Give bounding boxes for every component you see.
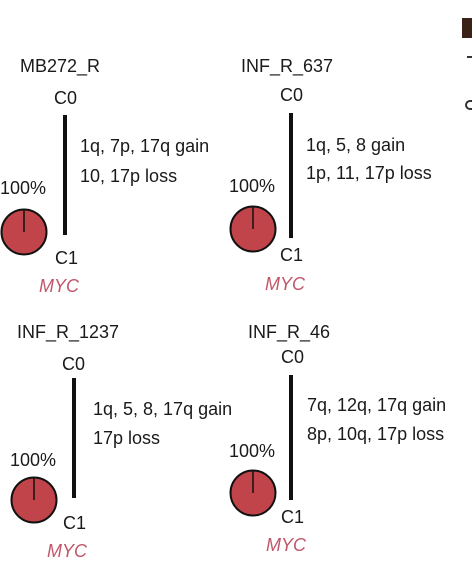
clone-percent: 100% (229, 441, 276, 461)
tree-panel-mb272: MB272_R C0 1q, 7p, 17q gain 10, 17p loss… (0, 0, 236, 296)
clone-percent: 100% (10, 450, 57, 470)
sample-label: INF_R_637 (241, 56, 334, 76)
leaf-node-label: C1 (55, 248, 79, 268)
leaf-node-label: C1 (63, 513, 87, 533)
root-node-label: C0 (54, 88, 78, 108)
tree-panel-inf46: INF_R_46 C0 7q, 12q, 17q gain 8p, 10q, 1… (0, 0, 446, 555)
clone-pie-icon (229, 469, 277, 517)
root-node-label: C0 (280, 85, 304, 105)
tree-edge (63, 115, 67, 235)
sample-label: INF_R_46 (248, 322, 331, 342)
gene-label: MYC (266, 535, 306, 555)
gain-events: 1q, 5, 8 gain (306, 135, 406, 155)
leaf-node-label: C1 (281, 507, 305, 527)
gain-events: 1q, 5, 8, 17q gain (93, 399, 233, 419)
tree-panel-inf637: INF_R_637 C0 1q, 5, 8 gain 1p, 11, 17p l… (0, 0, 432, 294)
clone-percent: 100% (0, 178, 47, 198)
gene-label: MYC (265, 274, 305, 294)
tree-edge (289, 113, 293, 238)
tree-edge (72, 378, 76, 498)
cropped-fragment (462, 18, 472, 38)
sample-label: MB272_R (20, 56, 101, 76)
cropped-fragment (467, 56, 472, 58)
clone-percent: 100% (229, 176, 276, 196)
tree-panel-inf1237: INF_R_1237 C0 1q, 5, 8, 17q gain 17p los… (0, 0, 236, 561)
tree-edge (289, 375, 293, 500)
root-node-label: C0 (281, 347, 305, 367)
loss-events: 10, 17p loss (80, 166, 178, 186)
cropped-fragment (465, 100, 472, 110)
gene-label: MYC (39, 276, 79, 296)
loss-events: 1p, 11, 17p loss (306, 163, 432, 183)
loss-events: 8p, 10q, 17p loss (307, 424, 445, 444)
sample-label: INF_R_1237 (17, 322, 120, 342)
root-node-label: C0 (62, 354, 86, 374)
clone-pie-icon (229, 205, 277, 253)
loss-events: 17p loss (93, 428, 161, 448)
gain-events: 7q, 12q, 17q gain (307, 395, 447, 415)
clone-pie-icon (0, 208, 48, 256)
leaf-node-label: C1 (280, 245, 304, 265)
gene-label: MYC (47, 541, 87, 561)
clone-pie-icon (10, 476, 58, 524)
gain-events: 1q, 7p, 17q gain (80, 136, 210, 156)
